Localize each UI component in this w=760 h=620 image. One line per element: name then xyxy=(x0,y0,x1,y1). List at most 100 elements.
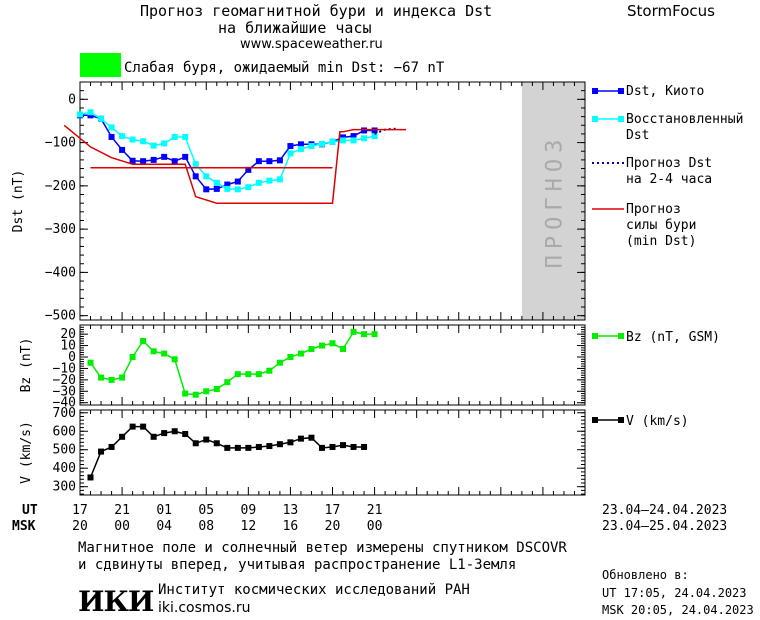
legend-v-line-marker xyxy=(592,417,598,423)
brand-label: StormFocus xyxy=(627,2,715,20)
series-line xyxy=(89,331,375,396)
x-tick-label-ut: 13 xyxy=(283,503,299,518)
data-point xyxy=(150,142,157,149)
y-tick-label: −30 xyxy=(53,384,76,399)
legend-storm-text: (min Dst) xyxy=(626,234,696,249)
forecast-zone-label: ПРОГНОЗ xyxy=(542,134,567,269)
institute-url[interactable]: iki.cosmos.ru xyxy=(158,600,251,616)
data-point xyxy=(224,379,231,386)
legend-restored-line-marker xyxy=(618,116,624,122)
legend-v-text: V (km/s) xyxy=(626,414,689,429)
data-point xyxy=(329,138,336,145)
legend-storm-text: силы бури xyxy=(626,218,696,233)
data-point xyxy=(224,444,231,451)
data-point xyxy=(297,435,304,442)
data-point xyxy=(171,428,178,435)
x-tick-label-msk: 00 xyxy=(367,519,383,534)
data-point xyxy=(276,176,283,183)
data-point xyxy=(203,388,210,395)
y-axis-label: Dst (nT) xyxy=(11,170,26,233)
y-tick-label: −40 xyxy=(53,396,76,411)
data-point xyxy=(98,448,105,455)
data-point xyxy=(318,444,325,451)
data-point xyxy=(129,423,136,430)
data-point xyxy=(245,184,252,191)
data-point xyxy=(297,146,304,153)
legend-v-line-marker xyxy=(618,417,624,423)
series-line xyxy=(63,124,407,204)
data-point xyxy=(329,443,336,450)
updated-label: Обновлено в: xyxy=(602,568,689,582)
y-tick-label: 500 xyxy=(53,443,76,458)
x-tick-label-ut: 17 xyxy=(72,503,88,518)
y-tick-label: −10 xyxy=(53,361,76,376)
data-point xyxy=(119,374,126,381)
data-point xyxy=(203,186,210,193)
y-tick-label: 400 xyxy=(53,461,76,476)
legend-dst-line-marker xyxy=(618,88,624,94)
data-point xyxy=(171,158,178,165)
data-point xyxy=(129,157,136,164)
data-point xyxy=(255,371,262,378)
x-tick-label-msk: 20 xyxy=(325,519,341,534)
data-point xyxy=(234,444,241,451)
data-point xyxy=(192,173,199,180)
data-point xyxy=(371,127,378,134)
data-point xyxy=(340,134,347,141)
data-point xyxy=(361,127,368,134)
data-point xyxy=(213,185,220,192)
data-point xyxy=(361,135,368,142)
x-tick-label-ut: 09 xyxy=(241,503,257,518)
x-tick-label-ut: 21 xyxy=(367,503,383,518)
data-point xyxy=(87,359,94,366)
data-point xyxy=(287,439,294,446)
data-point xyxy=(340,137,347,144)
x-tick-label-ut: 05 xyxy=(198,503,214,518)
data-point xyxy=(150,156,157,163)
data-point xyxy=(297,141,304,148)
data-point xyxy=(371,331,378,338)
data-point xyxy=(108,133,115,140)
data-point xyxy=(161,430,168,437)
y-tick-label: 300 xyxy=(53,480,76,495)
data-point xyxy=(140,158,147,165)
data-point xyxy=(182,431,189,438)
data-point xyxy=(182,390,189,397)
legend-dst-text: Dst, Киото xyxy=(626,84,704,99)
data-point xyxy=(266,177,273,184)
data-point xyxy=(287,143,294,150)
y-tick-label: 600 xyxy=(53,424,76,439)
x-tick-label-ut: 17 xyxy=(325,503,341,518)
panel-frame xyxy=(79,409,586,496)
data-point xyxy=(140,423,147,430)
data-point xyxy=(350,137,357,144)
y-tick-label: 20 xyxy=(60,327,76,342)
data-point xyxy=(266,367,273,374)
updated-msk: MSK 20:05, 24.04.2023 xyxy=(602,603,754,617)
data-point xyxy=(213,179,220,186)
x-tick-label-ut: 01 xyxy=(156,503,172,518)
data-point xyxy=(108,124,115,131)
x-tick-label-msk: 20 xyxy=(72,519,88,534)
site-url: www.spaceweather.ru xyxy=(240,37,383,52)
chart-title-line1: Прогноз геомагнитной бури и индекса Dst xyxy=(140,2,493,20)
data-point xyxy=(98,374,105,381)
data-point xyxy=(350,133,357,140)
data-point xyxy=(161,153,168,160)
series-line xyxy=(89,425,365,478)
panel-frame xyxy=(79,324,586,406)
x-tick-label-msk: 08 xyxy=(198,519,214,534)
data-point xyxy=(182,133,189,140)
data-point xyxy=(203,173,210,180)
data-point xyxy=(361,443,368,450)
data-point xyxy=(87,109,94,116)
data-point xyxy=(182,153,189,160)
data-point xyxy=(297,350,304,357)
data-point xyxy=(213,386,220,392)
y-tick-label: −200 xyxy=(45,179,76,194)
data-point xyxy=(119,146,126,153)
y-tick-label: 10 xyxy=(60,339,76,354)
x-tick-label-msk: 16 xyxy=(283,519,299,534)
storm-status-swatch xyxy=(80,53,121,77)
legend-restored-line-marker xyxy=(592,116,598,122)
